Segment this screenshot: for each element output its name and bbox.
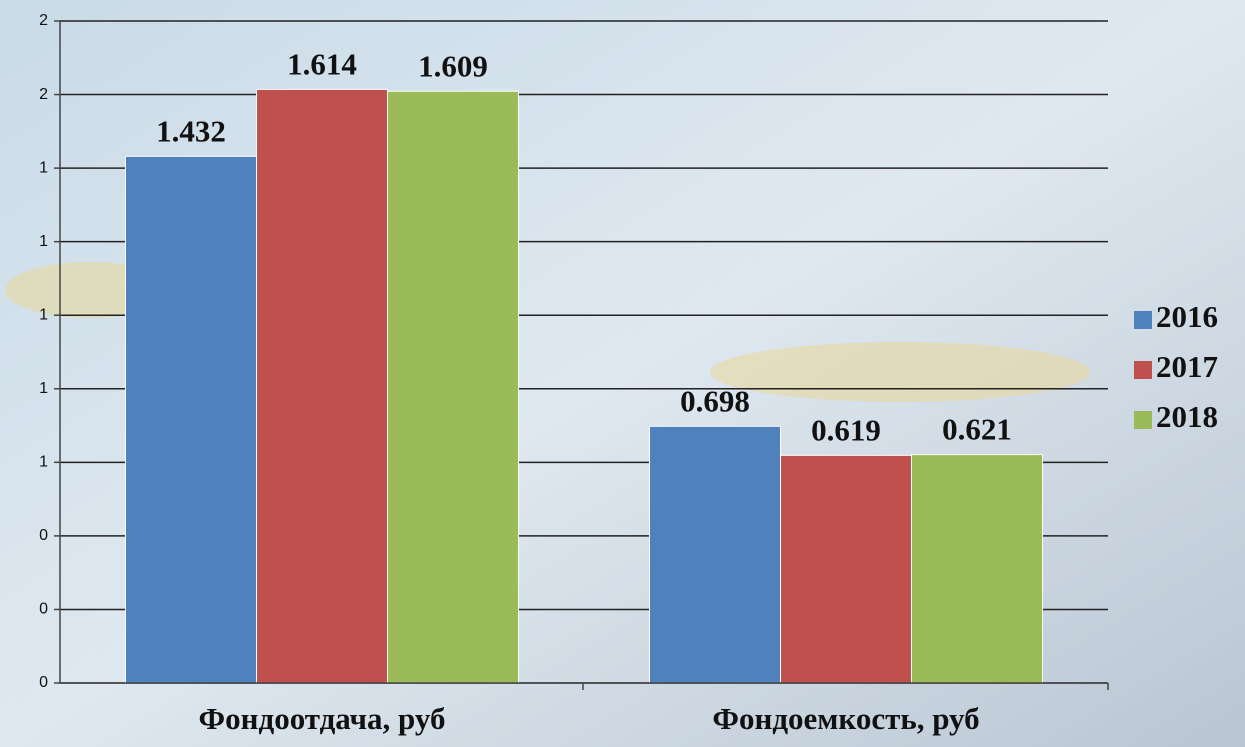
y-tick-label: 0 <box>39 527 48 544</box>
bar <box>125 155 257 684</box>
legend-swatch <box>1134 411 1152 429</box>
legend-swatch <box>1134 311 1152 329</box>
y-tick-label: 0 <box>39 601 48 618</box>
y-tick-label: 2 <box>39 86 48 103</box>
data-label: 0.621 <box>942 412 1012 447</box>
y-tick-label: 1 <box>39 233 48 250</box>
y-tick-label: 1 <box>39 380 48 397</box>
y-tick-label: 1 <box>39 454 48 471</box>
y-tick-label: 1 <box>39 306 48 323</box>
data-label: 1.609 <box>418 48 488 83</box>
y-tick-label: 2 <box>39 12 48 29</box>
scale-pan <box>710 342 1090 402</box>
x-tick-label: Фондоемкость, руб <box>712 701 979 736</box>
legend-swatch <box>1134 361 1152 379</box>
bar <box>387 90 519 684</box>
data-label: 1.614 <box>287 47 357 82</box>
bar <box>649 425 781 684</box>
data-label: 1.432 <box>156 113 226 148</box>
legend-label: 2017 <box>1156 349 1218 384</box>
bar <box>780 454 912 684</box>
bar <box>256 88 388 684</box>
legend-label: 2016 <box>1156 299 1218 334</box>
bar <box>911 454 1043 684</box>
y-tick-label: 0 <box>39 674 48 691</box>
legend-label: 2018 <box>1156 399 1218 434</box>
y-tick-label: 1 <box>39 159 48 176</box>
data-label: 0.698 <box>680 383 750 418</box>
x-tick-label: Фондоотдача, руб <box>199 701 446 736</box>
data-label: 0.619 <box>811 412 881 447</box>
